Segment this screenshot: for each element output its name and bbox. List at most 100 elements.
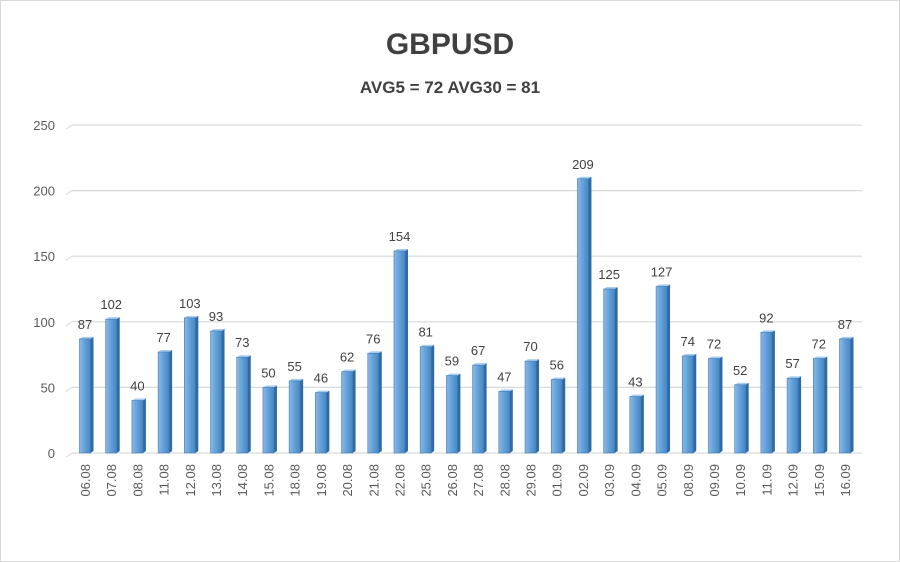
bar-top xyxy=(472,363,487,366)
x-tick-label: 05.09 xyxy=(655,464,670,497)
bar-top xyxy=(158,349,173,352)
bar-top xyxy=(760,330,775,333)
bar-top xyxy=(79,336,94,339)
bar xyxy=(681,355,694,454)
bar-side xyxy=(142,398,146,453)
bar xyxy=(105,318,118,454)
data-label: 55 xyxy=(287,359,301,374)
data-label: 76 xyxy=(366,331,380,346)
x-tick-label: 26.08 xyxy=(445,464,460,497)
bar-side xyxy=(719,356,723,453)
bar-top xyxy=(734,382,749,385)
bar xyxy=(577,178,589,454)
data-label: 46 xyxy=(314,371,328,386)
bar-top xyxy=(262,385,277,388)
x-tick-label: 21.08 xyxy=(366,464,381,497)
bar-top xyxy=(498,389,513,392)
bar xyxy=(734,384,746,454)
bar-side xyxy=(771,330,775,453)
bar-top xyxy=(210,328,225,331)
data-label: 125 xyxy=(598,267,620,282)
bar-side xyxy=(745,382,749,453)
bar xyxy=(79,338,91,454)
bar-side xyxy=(850,336,854,453)
bar xyxy=(184,317,196,454)
bar-top xyxy=(105,317,120,320)
bar-side xyxy=(404,248,408,453)
bar-side xyxy=(378,351,382,453)
x-tick-label: 10.09 xyxy=(733,464,748,497)
x-tick-label: 22.08 xyxy=(392,464,407,497)
bar-side xyxy=(195,315,199,453)
x-tick-label: 04.09 xyxy=(628,464,643,497)
bar-top xyxy=(787,376,802,379)
bar-side xyxy=(693,353,697,453)
data-label: 154 xyxy=(389,229,411,244)
bar xyxy=(603,288,615,454)
data-label: 73 xyxy=(235,335,249,350)
x-tick-label: 18.08 xyxy=(288,464,303,497)
x-tick-label: 01.09 xyxy=(550,464,565,497)
y-tick-label: 50 xyxy=(41,380,55,395)
bar-side xyxy=(431,344,435,453)
data-label: 56 xyxy=(549,358,563,373)
bar-top xyxy=(420,344,435,347)
x-tick-label: 12.08 xyxy=(183,464,198,497)
bar xyxy=(393,250,406,454)
x-tick-label: 25.08 xyxy=(419,464,434,497)
bar-side xyxy=(457,373,461,453)
data-label: 77 xyxy=(156,330,170,345)
bar xyxy=(812,358,825,454)
bar xyxy=(472,364,484,454)
bar-side xyxy=(116,317,120,453)
bar-side xyxy=(90,336,94,453)
bar xyxy=(708,358,720,454)
bar xyxy=(236,356,249,454)
bar xyxy=(367,352,380,454)
x-tick-label: 20.08 xyxy=(340,464,355,497)
y-tick-label: 0 xyxy=(48,446,55,461)
bar xyxy=(786,377,799,454)
x-tick-label: 02.09 xyxy=(576,464,591,497)
gridline-perspective xyxy=(65,321,73,327)
chart-subtitle: AVG5 = 72 AVG30 = 81 xyxy=(359,78,541,97)
bar-top xyxy=(839,336,854,339)
data-label: 62 xyxy=(340,350,354,365)
bar xyxy=(498,391,511,454)
x-tick-label: 11.09 xyxy=(759,464,774,496)
bar-top xyxy=(315,390,330,393)
bar-side xyxy=(588,176,592,454)
x-tick-label: 08.09 xyxy=(681,464,696,497)
bar-top xyxy=(708,356,723,359)
bar xyxy=(446,375,458,454)
x-tick-label: 15.09 xyxy=(812,464,827,497)
bar xyxy=(655,286,668,454)
data-label: 52 xyxy=(733,363,747,378)
bar-top xyxy=(446,373,461,376)
bar-side xyxy=(326,390,330,453)
bar-side xyxy=(614,287,618,453)
bar-top xyxy=(629,394,644,397)
bar xyxy=(288,380,301,454)
bar-side xyxy=(562,377,566,453)
bar-top xyxy=(289,378,304,381)
y-tick-label: 150 xyxy=(33,249,55,264)
x-tick-label: 14.08 xyxy=(235,464,250,497)
x-tick-label: 03.09 xyxy=(602,464,617,497)
x-tick-label: 09.09 xyxy=(707,464,722,497)
x-tick-label: 07.08 xyxy=(104,464,119,497)
bar-side xyxy=(509,389,513,453)
gridline-perspective xyxy=(65,124,73,130)
x-tick-label: 08.08 xyxy=(130,464,145,497)
bar-top xyxy=(577,176,592,179)
x-tick-label: 19.08 xyxy=(314,464,329,497)
data-label: 127 xyxy=(651,264,673,279)
bar xyxy=(315,392,327,454)
bar-side xyxy=(640,394,644,453)
x-tick-label: 29.08 xyxy=(524,464,539,497)
chart-title: GBPUSD xyxy=(385,28,515,61)
x-tick-label: 15.08 xyxy=(261,464,276,497)
data-label: 81 xyxy=(418,325,432,340)
